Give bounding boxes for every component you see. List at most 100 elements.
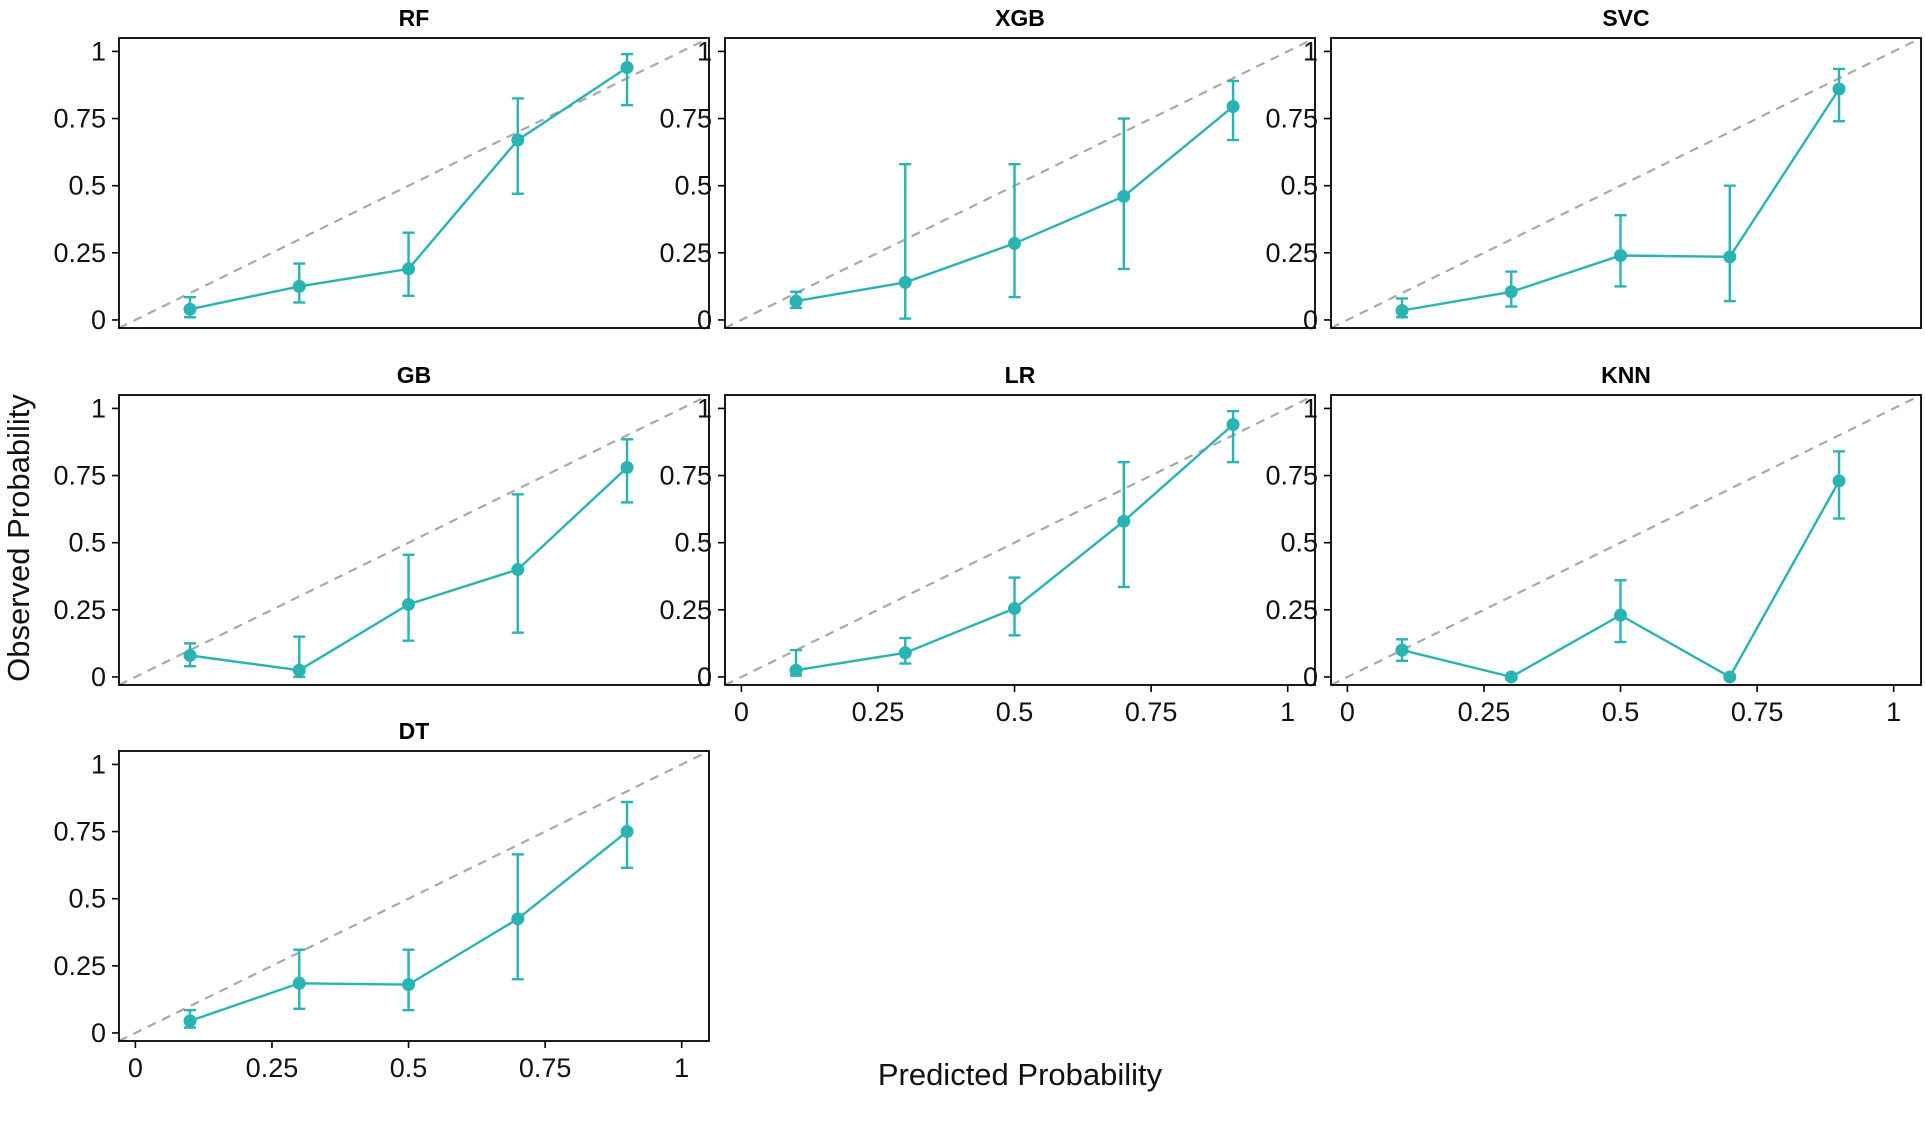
panel-frame bbox=[118, 37, 710, 329]
y-tick-label: 1 bbox=[91, 749, 106, 779]
reference-line bbox=[119, 395, 709, 685]
y-tick-label: 0 bbox=[697, 662, 712, 692]
panel-gb: GB 0 0.25 0.5 0.75 1 bbox=[53, 362, 710, 692]
panel-title-knn: KNN bbox=[1601, 362, 1651, 388]
data-point bbox=[183, 648, 197, 662]
data-point bbox=[292, 663, 306, 677]
y-tick-label: 0.5 bbox=[1280, 528, 1318, 558]
reference-line bbox=[1331, 38, 1921, 328]
data-point bbox=[1395, 304, 1409, 318]
y-tick-label: 0.75 bbox=[53, 817, 106, 847]
x-tick-label: 0 bbox=[1340, 697, 1355, 727]
y-tick-label: 0.75 bbox=[53, 461, 106, 491]
data-point bbox=[620, 825, 634, 839]
panel-frame bbox=[118, 394, 710, 686]
x-tick-label: 1 bbox=[1280, 697, 1295, 727]
x-tick-label: 0.75 bbox=[1125, 697, 1178, 727]
data-point bbox=[789, 294, 803, 308]
panel-title-xgb: XGB bbox=[995, 5, 1045, 31]
data-point bbox=[1832, 474, 1846, 488]
data-point bbox=[292, 976, 306, 990]
y-tick-label: 0.25 bbox=[53, 951, 106, 981]
x-tick-label: 0.75 bbox=[1731, 697, 1784, 727]
reference-line bbox=[119, 38, 709, 328]
panel-rf: RF 0 0.25 0.5 0.75 1 bbox=[53, 5, 710, 335]
data-point bbox=[620, 61, 634, 75]
data-point bbox=[789, 663, 803, 677]
panel-frame bbox=[1330, 394, 1922, 686]
y-tick-label: 0 bbox=[1303, 662, 1318, 692]
data-point bbox=[1504, 670, 1518, 684]
y-tick-label: 0.25 bbox=[1265, 595, 1318, 625]
data-point bbox=[402, 597, 416, 611]
data-point bbox=[1832, 82, 1846, 96]
y-tick-label: 0 bbox=[91, 1018, 106, 1048]
x-tick-label: 0.25 bbox=[852, 697, 905, 727]
x-axis-title: Predicted Probability bbox=[878, 1057, 1163, 1092]
reference-line bbox=[119, 751, 709, 1041]
data-point bbox=[292, 279, 306, 293]
y-tick-label: 0 bbox=[91, 662, 106, 692]
panel-frame bbox=[724, 394, 1316, 686]
y-tick-label: 0.5 bbox=[68, 171, 106, 201]
y-tick-label: 1 bbox=[1303, 393, 1318, 423]
data-point bbox=[511, 133, 525, 147]
y-tick-label: 0 bbox=[91, 305, 106, 335]
data-point bbox=[1723, 670, 1737, 684]
panel-title-lr: LR bbox=[1005, 362, 1036, 388]
y-tick-label: 1 bbox=[91, 36, 106, 66]
data-point bbox=[1395, 643, 1409, 657]
y-tick-label: 0.5 bbox=[674, 528, 712, 558]
panel-title-rf: RF bbox=[399, 5, 430, 31]
panel-title-dt: DT bbox=[399, 718, 430, 744]
y-axis-title: Observed Probability bbox=[1, 394, 36, 682]
data-point bbox=[898, 275, 912, 289]
data-point bbox=[1614, 249, 1628, 262]
data-point bbox=[1723, 250, 1737, 264]
y-tick-label: 0.75 bbox=[1265, 104, 1318, 134]
y-tick-label: 0.25 bbox=[53, 595, 106, 625]
x-tick-label: 0.5 bbox=[1602, 697, 1640, 727]
reference-line bbox=[725, 38, 1315, 328]
data-point bbox=[1504, 285, 1518, 299]
x-tick-label: 0.5 bbox=[996, 697, 1034, 727]
x-tick-label: 0 bbox=[734, 697, 749, 727]
series-line-knn bbox=[1401, 480, 1841, 679]
data-point bbox=[898, 646, 912, 660]
x-tick-label: 0.25 bbox=[1458, 697, 1511, 727]
data-point bbox=[1008, 236, 1022, 250]
data-point bbox=[620, 461, 634, 474]
panel-frame bbox=[724, 37, 1316, 329]
data-point bbox=[1226, 99, 1240, 113]
y-tick-label: 1 bbox=[91, 393, 106, 423]
y-tick-label: 0.75 bbox=[53, 104, 106, 134]
panel-frame bbox=[1330, 37, 1922, 329]
y-tick-label: 0.75 bbox=[1265, 461, 1318, 491]
data-point bbox=[402, 262, 416, 276]
y-tick-label: 1 bbox=[1303, 36, 1318, 66]
reference-line bbox=[725, 395, 1315, 685]
data-point bbox=[183, 302, 197, 316]
y-tick-label: 0.75 bbox=[659, 104, 712, 134]
panel-frame bbox=[118, 750, 710, 1042]
y-tick-label: 0.5 bbox=[1280, 171, 1318, 201]
x-tick-label: 1 bbox=[1886, 697, 1901, 727]
data-point bbox=[511, 912, 525, 926]
x-tick-label: 0.75 bbox=[519, 1053, 572, 1083]
panel-dt: DT 0 0.25 0.5 0.75 1 0 0.25 0.5 0.75 1 bbox=[53, 718, 710, 1083]
x-tick-label: 0.5 bbox=[390, 1053, 428, 1083]
panel-title-svc: SVC bbox=[1602, 5, 1649, 31]
y-tick-label: 1 bbox=[697, 393, 712, 423]
panel-svc: SVC 0 0.25 0.5 0.75 1 bbox=[1265, 5, 1922, 335]
data-point bbox=[183, 1014, 197, 1028]
y-tick-label: 0.75 bbox=[659, 461, 712, 491]
y-tick-label: 0 bbox=[697, 305, 712, 335]
y-tick-label: 0 bbox=[1303, 305, 1318, 335]
reference-line bbox=[1331, 395, 1921, 685]
data-point bbox=[1614, 608, 1628, 622]
y-tick-label: 0.25 bbox=[659, 238, 712, 268]
data-point bbox=[511, 563, 525, 577]
y-tick-label: 0.25 bbox=[1265, 238, 1318, 268]
